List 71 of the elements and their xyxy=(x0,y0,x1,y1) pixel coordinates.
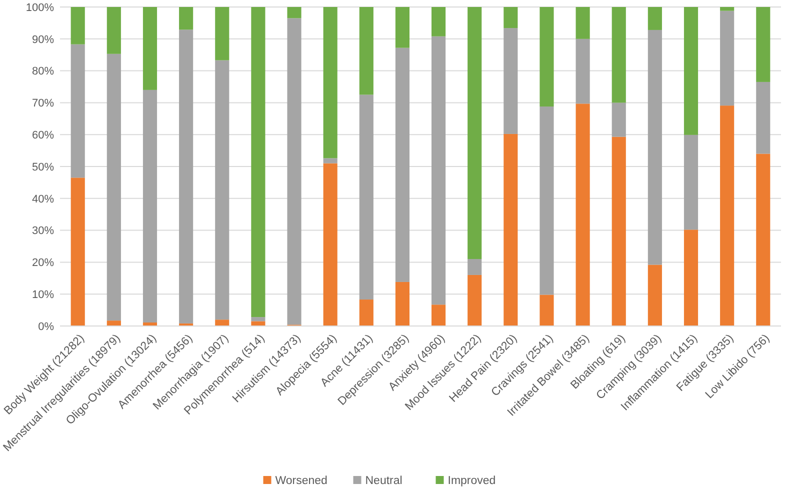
bar xyxy=(359,7,374,95)
bar xyxy=(648,264,662,326)
legend-label: Worsened xyxy=(275,475,328,488)
bar xyxy=(142,90,158,322)
bar xyxy=(540,7,554,107)
bar xyxy=(323,7,338,158)
y-tick-label: 90% xyxy=(32,34,54,46)
bar xyxy=(359,300,374,326)
bar xyxy=(106,320,121,326)
bar xyxy=(720,7,734,11)
bar xyxy=(106,7,121,54)
bar xyxy=(720,106,734,326)
bar xyxy=(468,274,482,326)
bar xyxy=(70,44,85,178)
y-tick-label: 30% xyxy=(32,225,54,238)
bar xyxy=(215,7,230,60)
bar xyxy=(251,317,266,322)
bar xyxy=(179,7,194,30)
bar xyxy=(323,158,338,164)
bar xyxy=(215,60,230,320)
bar xyxy=(251,7,266,318)
bar xyxy=(576,104,590,326)
bar xyxy=(504,134,518,326)
legend-label: Improved xyxy=(448,475,496,488)
y-tick-label: 20% xyxy=(32,257,54,270)
bar xyxy=(106,54,121,321)
bar xyxy=(432,7,446,36)
y-tick-label: 50% xyxy=(32,161,54,174)
y-tick-label: 70% xyxy=(32,98,54,110)
bar xyxy=(179,30,194,324)
bar xyxy=(395,48,410,282)
bar xyxy=(395,282,410,326)
y-tick-label: 0% xyxy=(38,320,54,333)
bar xyxy=(756,154,770,326)
bar xyxy=(612,7,626,103)
bar xyxy=(540,106,554,295)
bar xyxy=(684,230,698,326)
bar xyxy=(432,304,446,326)
bar xyxy=(468,7,482,260)
bar xyxy=(720,10,734,106)
bar xyxy=(287,18,302,325)
bar xyxy=(540,294,554,326)
bar xyxy=(756,7,770,82)
bar xyxy=(576,38,590,104)
bar xyxy=(612,102,626,137)
y-tick-label: 100% xyxy=(26,2,54,14)
bar xyxy=(215,320,230,326)
bar xyxy=(70,7,85,44)
bar xyxy=(504,7,518,28)
bar xyxy=(576,7,590,39)
y-tick-label: 60% xyxy=(32,129,54,142)
bar xyxy=(684,7,698,135)
bar xyxy=(468,259,482,275)
bar xyxy=(323,163,338,326)
bar xyxy=(70,178,85,326)
bar xyxy=(648,7,662,30)
bar xyxy=(612,136,626,326)
bar xyxy=(648,30,662,265)
legend-label: Neutral xyxy=(365,475,402,488)
bar xyxy=(756,82,770,154)
y-tick-label: 40% xyxy=(32,193,54,206)
bar xyxy=(142,7,158,90)
bar xyxy=(395,7,410,48)
bar xyxy=(251,321,266,326)
bar xyxy=(432,36,446,305)
bar xyxy=(504,28,518,134)
y-tick-label: 80% xyxy=(32,66,54,78)
bar xyxy=(359,94,374,300)
bar xyxy=(684,134,698,230)
y-tick-label: 10% xyxy=(32,288,54,301)
bar xyxy=(287,7,302,18)
